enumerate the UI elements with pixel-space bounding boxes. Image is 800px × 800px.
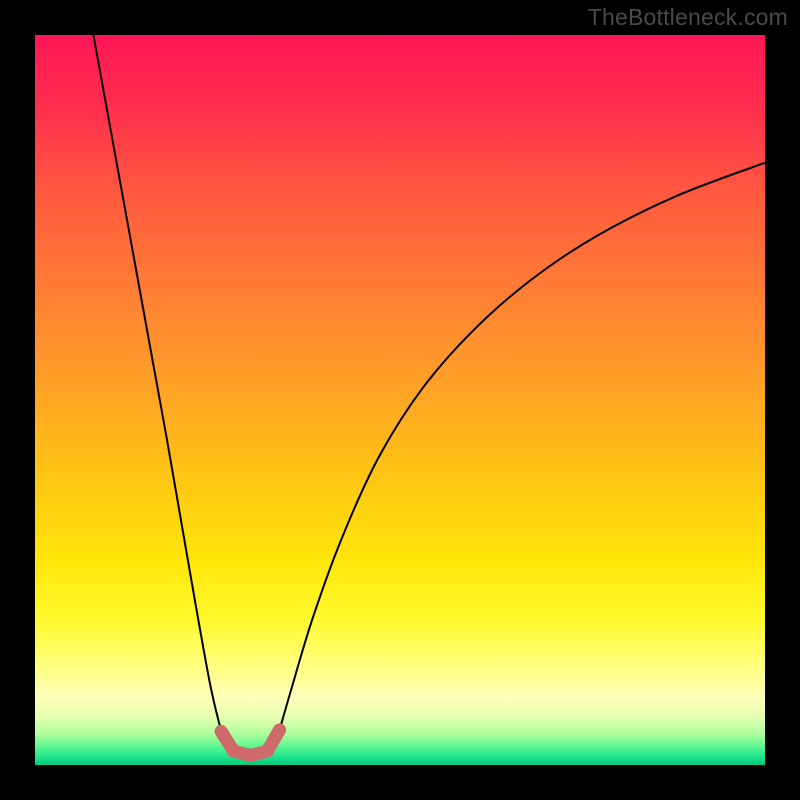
watermark-text: TheBottleneck.com xyxy=(588,4,788,31)
plot-area xyxy=(35,35,765,765)
valley-marker-dot xyxy=(261,745,274,758)
curve-overlay xyxy=(35,35,765,765)
valley-marker-dot xyxy=(227,745,240,758)
chart-stage: TheBottleneck.com xyxy=(0,0,800,800)
bottleneck-curve-left xyxy=(93,35,221,731)
bottleneck-curve-right xyxy=(280,163,765,730)
valley-marker xyxy=(215,723,286,762)
valley-marker-dot xyxy=(273,723,286,736)
valley-marker-dot xyxy=(244,749,257,762)
valley-marker-dot xyxy=(215,725,228,738)
